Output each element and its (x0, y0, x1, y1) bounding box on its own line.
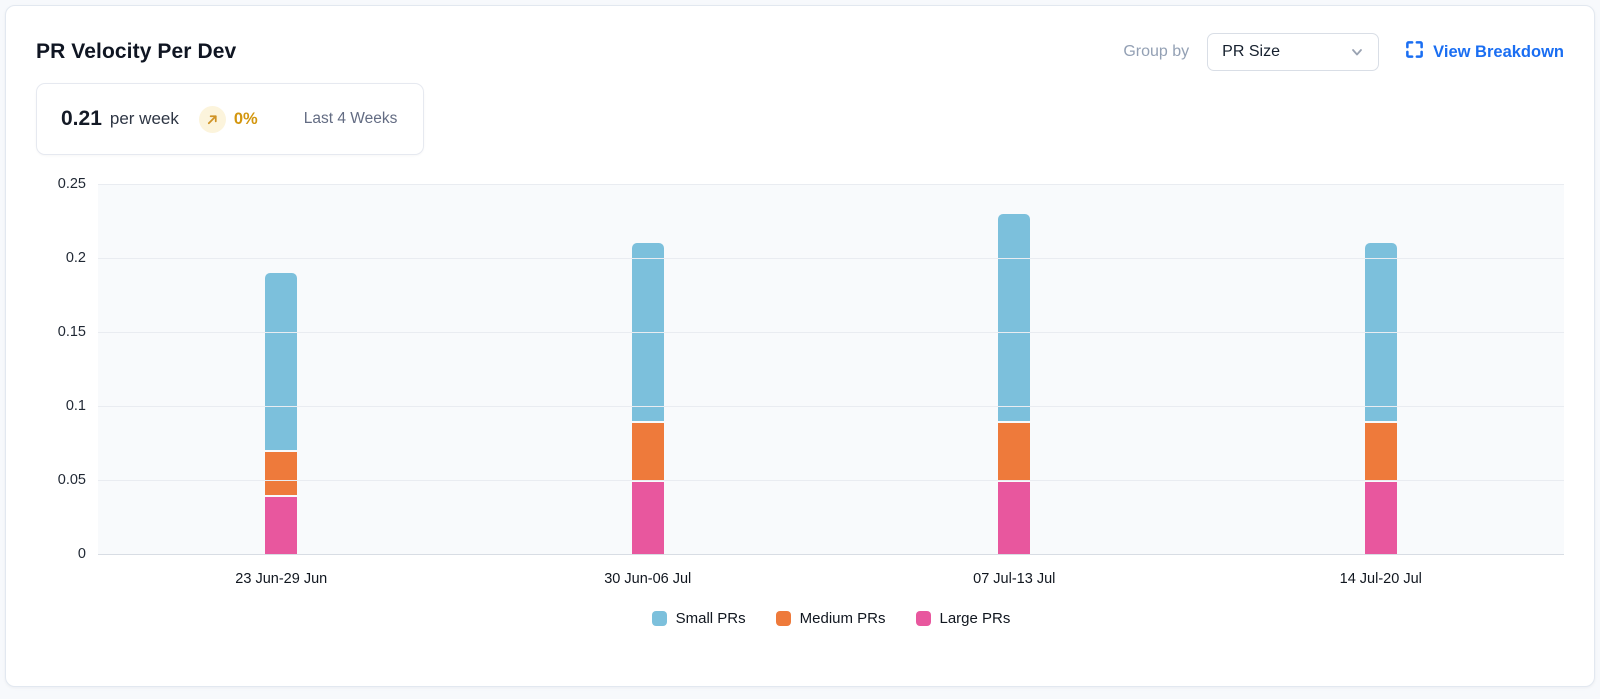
legend-label: Large PRs (939, 610, 1011, 627)
pr-velocity-card: PR Velocity Per Dev Group by PR Size (5, 5, 1595, 687)
y-tick-label: 0.1 (65, 398, 86, 414)
group-by-dropdown[interactable]: PR Size (1207, 33, 1380, 71)
bar-segment-small-prs[interactable] (998, 213, 1031, 421)
bar-segment-medium-prs[interactable] (631, 422, 664, 480)
expand-icon (1405, 40, 1424, 64)
bar-group (98, 184, 465, 554)
legend-label: Small PRs (675, 610, 746, 627)
trend-indicator: 0% (198, 105, 258, 133)
legend-item-small-prs[interactable]: Small PRs (651, 610, 746, 627)
stacked-bar[interactable] (1364, 243, 1397, 554)
arrow-up-right-icon (198, 105, 226, 133)
stat-unit-label: per week (109, 109, 179, 128)
gridline (98, 480, 1564, 481)
bar-group (1198, 184, 1565, 554)
x-tick-label: 30 Jun-06 Jul (604, 571, 692, 587)
gridline (98, 554, 1564, 555)
x-tick-label: 07 Jul-13 Jul (973, 571, 1056, 587)
stacked-bar[interactable] (265, 272, 298, 554)
gridline (98, 184, 1564, 185)
gridline (98, 406, 1564, 407)
x-tick-label: 14 Jul-20 Jul (1339, 571, 1422, 587)
y-tick-label: 0 (77, 546, 86, 562)
header-controls: Group by PR Size (1123, 33, 1564, 71)
legend-marker-icon (775, 611, 791, 626)
chart-legend: Small PRs Medium PRs Large PRs (36, 610, 1564, 627)
bar-segment-medium-prs[interactable] (265, 452, 298, 495)
chart-body: 0.25 0.2 0.15 0.1 0.05 0 (36, 176, 1564, 562)
bar-segment-small-prs[interactable] (265, 272, 298, 451)
stat-summary-card: 0.21 per week 0% Last 4 Weeks (36, 83, 425, 155)
chevron-down-icon (1349, 44, 1365, 60)
trend-percentage: 0% (233, 109, 258, 128)
stat-period-label: Last 4 Weeks (303, 110, 398, 127)
stacked-bar[interactable] (631, 243, 664, 554)
plot-area (98, 184, 1564, 555)
page-title: PR Velocity Per Dev (36, 40, 237, 63)
gridline (98, 258, 1564, 259)
x-tick-label: 23 Jun-29 Jun (235, 571, 328, 587)
legend-marker-icon (915, 611, 931, 626)
bar-group (831, 184, 1198, 554)
bar-segment-large-prs[interactable] (1364, 482, 1397, 554)
stacked-bar[interactable] (998, 213, 1031, 554)
bars-layer (98, 184, 1564, 554)
stat-value: 0.21 (61, 107, 102, 130)
legend-marker-icon (651, 611, 667, 626)
card-header: PR Velocity Per Dev Group by PR Size (36, 33, 1564, 71)
view-breakdown-link[interactable]: View Breakdown (1405, 40, 1564, 64)
bar-segment-large-prs[interactable] (265, 496, 298, 554)
gridline (98, 332, 1564, 333)
bar-segment-large-prs[interactable] (631, 482, 664, 554)
legend-item-large-prs[interactable]: Large PRs (915, 610, 1011, 627)
y-tick-label: 0.2 (65, 250, 86, 266)
y-tick-label: 0.05 (57, 472, 86, 488)
view-breakdown-label: View Breakdown (1433, 42, 1564, 61)
bar-segment-large-prs[interactable] (998, 482, 1031, 554)
y-axis: 0.25 0.2 0.15 0.1 0.05 0 (36, 176, 98, 562)
legend-item-medium-prs[interactable]: Medium PRs (775, 610, 886, 627)
bar-segment-medium-prs[interactable] (1364, 422, 1397, 480)
y-tick-label: 0.15 (57, 324, 86, 340)
group-by-label: Group by (1123, 43, 1190, 60)
x-axis: 23 Jun-29 Jun 30 Jun-06 Jul 07 Jul-13 Jul 1… (36, 554, 1564, 587)
y-tick-label: 0.25 (57, 176, 86, 192)
legend-label: Medium PRs (799, 610, 886, 627)
bar-group (465, 184, 832, 554)
bar-segment-medium-prs[interactable] (998, 422, 1031, 480)
group-by-selected-value: PR Size (1222, 43, 1280, 60)
chart-region: 0.25 0.2 0.15 0.1 0.05 0 23 Jun-29 Jun 30 Jun-… (36, 176, 1564, 627)
